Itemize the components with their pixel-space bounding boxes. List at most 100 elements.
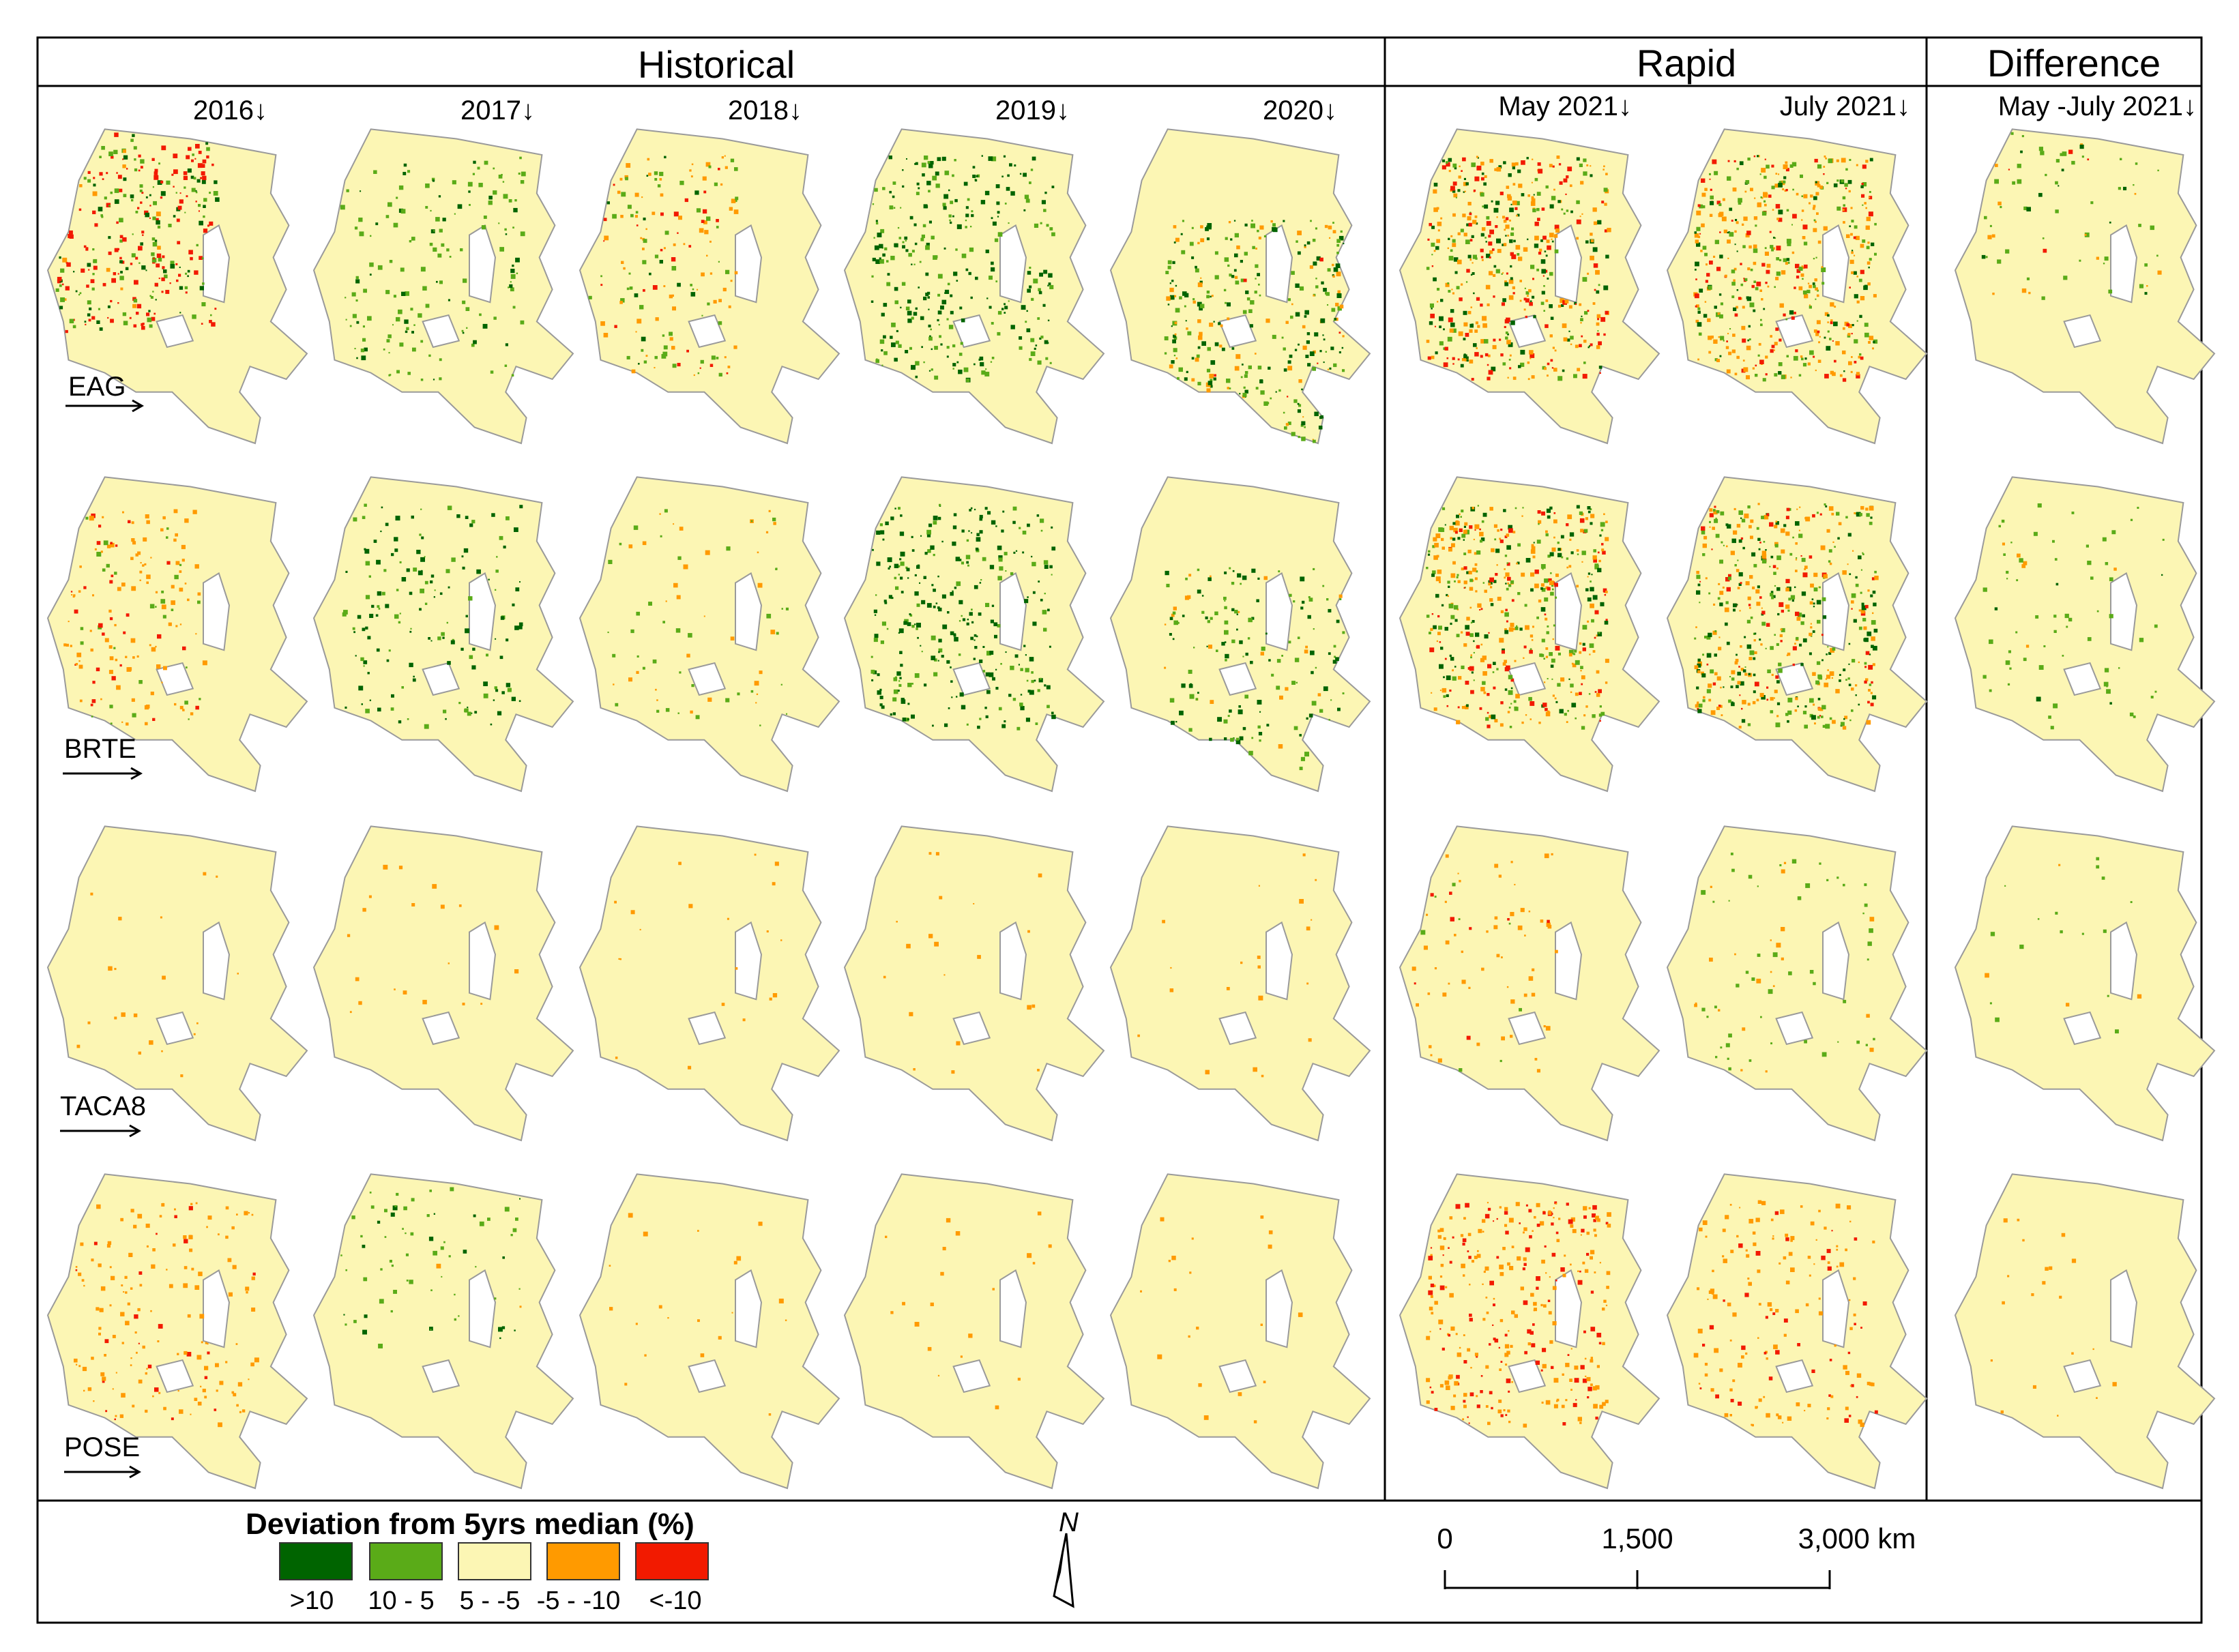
deviation-pixel [2045,173,2047,177]
deviation-pixel [1853,619,1857,623]
deviation-pixel [251,1276,255,1280]
deviation-pixel [1001,308,1004,310]
deviation-pixel [83,245,87,248]
deviation-pixel [81,1279,85,1282]
deviation-pixel [903,621,907,625]
deviation-pixel [643,1231,648,1237]
deviation-pixel [110,722,113,725]
deviation-pixel [1570,210,1573,213]
deviation-pixel [1530,300,1532,302]
deviation-pixel [89,516,94,521]
deviation-pixel [1496,954,1500,958]
deviation-pixel [401,577,407,582]
deviation-pixel [1718,336,1721,338]
deviation-pixel [1466,269,1470,273]
deviation-pixel [935,183,940,188]
deviation-pixel [1697,670,1701,674]
deviation-pixel [1171,325,1173,327]
deviation-pixel [1326,292,1330,296]
deviation-pixel [122,164,126,168]
deviation-pixel [1516,562,1518,565]
deviation-pixel [1499,1272,1504,1276]
deviation-pixel [885,1235,888,1239]
deviation-pixel [191,188,196,192]
deviation-pixel [435,217,440,222]
deviation-pixel [493,316,497,320]
deviation-pixel [1601,548,1605,552]
deviation-pixel [1860,185,1864,188]
deviation-pixel [354,348,356,350]
deviation-pixel [1709,526,1711,528]
deviation-pixel [952,363,956,367]
deviation-pixel [156,218,159,221]
deviation-pixel [979,356,984,361]
deviation-pixel [1547,1299,1551,1302]
deviation-pixel [1714,630,1717,632]
deviation-pixel [1500,1361,1503,1363]
deviation-pixel [151,647,156,652]
deviation-pixel [1553,234,1558,238]
deviation-pixel [394,988,396,990]
deviation-pixel [1864,662,1867,665]
deviation-pixel [1590,580,1592,582]
deviation-pixel [1870,692,1873,694]
deviation-pixel [1010,572,1014,576]
deviation-pixel [896,671,901,676]
deviation-pixel [1433,182,1438,187]
deviation-pixel [1605,254,1609,259]
deviation-pixel [676,595,681,600]
deviation-pixel [1862,204,1864,206]
deviation-pixel [1472,262,1474,264]
deviation-pixel [1821,659,1824,662]
deviation-pixel [1828,549,1832,553]
deviation-pixel [1175,721,1177,723]
deviation-pixel [1234,610,1238,614]
deviation-pixel [197,1402,202,1406]
deviation-pixel [1829,717,1832,720]
deviation-pixel [1540,1303,1543,1307]
deviation-pixel [1283,220,1285,222]
deviation-pixel [1729,676,1731,678]
deviation-pixel [1781,374,1786,379]
deviation-pixel [126,613,130,617]
deviation-pixel [1869,196,1873,200]
deviation-pixel [728,305,731,308]
deviation-pixel [143,537,147,542]
deviation-pixel [1527,362,1530,364]
deviation-pixel [1233,220,1236,222]
deviation-pixel [2043,645,2046,647]
deviation-pixel [1526,157,1529,160]
deviation-pixel [1809,970,1814,974]
deviation-pixel [1779,602,1784,607]
deviation-pixel [1817,183,1821,188]
deviation-pixel [1709,173,1711,175]
deviation-pixel [1469,211,1472,213]
deviation-pixel [1694,293,1699,299]
deviation-pixel [1995,164,1998,167]
deviation-pixel [1304,310,1309,315]
deviation-pixel [511,696,516,701]
deviation-pixel [1575,1399,1577,1401]
deviation-pixel [1853,271,1857,275]
no-data-area [1265,1269,1293,1348]
deviation-pixel [618,958,620,960]
deviation-pixel [1747,158,1751,161]
deviation-pixel [445,718,447,720]
deviation-pixel [1854,339,1858,344]
deviation-pixel [166,180,171,185]
deviation-pixel [989,565,995,570]
deviation-pixel [1769,565,1771,567]
deviation-pixel [1423,945,1428,950]
deviation-pixel [1173,606,1177,610]
deviation-pixel [1037,689,1040,692]
deviation-pixel [986,297,989,299]
deviation-pixel [1766,686,1769,689]
deviation-pixel [186,155,190,160]
deviation-pixel [1697,322,1702,327]
deviation-pixel [1043,269,1048,274]
deviation-pixel [1268,1230,1273,1235]
deviation-pixel [1748,1059,1752,1062]
deviation-pixel [1781,869,1785,874]
deviation-pixel [1461,950,1463,954]
deviation-pixel [1748,606,1751,609]
